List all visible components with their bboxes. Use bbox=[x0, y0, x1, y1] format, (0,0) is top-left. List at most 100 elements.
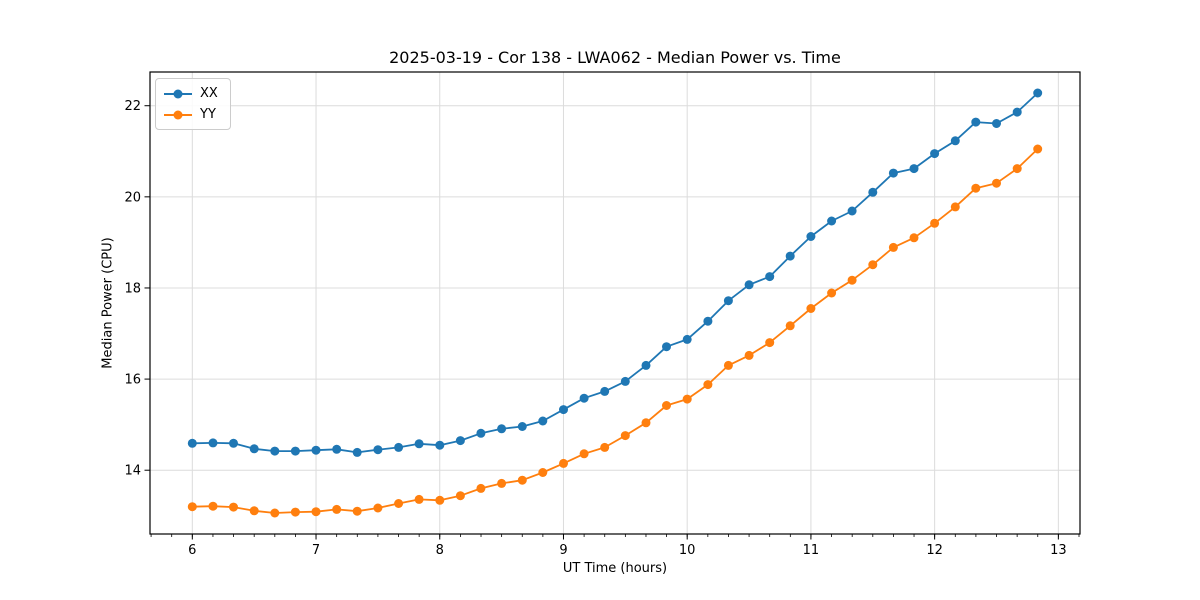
axes-spines bbox=[149, 71, 1081, 535]
data-point-yy bbox=[249, 506, 259, 516]
data-point-yy bbox=[662, 401, 671, 410]
chart-title: 2025-03-19 - Cor 138 - LWA062 - Median P… bbox=[389, 48, 841, 67]
data-point-xx bbox=[971, 117, 981, 127]
data-point-xx bbox=[187, 438, 197, 448]
data-point-yy bbox=[806, 304, 816, 313]
data-point-yy bbox=[476, 483, 486, 493]
x-tick-label: 8 bbox=[436, 543, 444, 558]
data-point-xx bbox=[744, 280, 754, 290]
y-axis-label: Median Power (CPU) bbox=[100, 237, 116, 369]
data-point-xx bbox=[373, 445, 383, 455]
data-point-xx bbox=[682, 334, 692, 344]
data-point-yy bbox=[847, 275, 857, 285]
data-point-yy bbox=[950, 202, 960, 212]
data-point-xx bbox=[455, 436, 465, 446]
data-point-yy bbox=[744, 350, 754, 360]
series-line-yy bbox=[192, 148, 1039, 514]
data-point-xx bbox=[517, 422, 527, 431]
data-point-xx bbox=[270, 446, 280, 456]
data-point-yy bbox=[600, 442, 610, 452]
data-point-xx bbox=[394, 442, 404, 452]
legend-label: XX bbox=[200, 86, 218, 101]
data-point-xx bbox=[868, 187, 878, 197]
series-line-xx bbox=[192, 92, 1039, 454]
data-point-xx bbox=[249, 444, 259, 454]
data-point-xx bbox=[620, 376, 630, 386]
y-tick-label: 18 bbox=[124, 281, 141, 296]
data-point-xx bbox=[600, 386, 610, 396]
data-point-xx bbox=[311, 445, 321, 455]
data-point-yy bbox=[290, 507, 300, 517]
data-point-xx bbox=[827, 216, 837, 226]
data-point-xx bbox=[579, 393, 589, 403]
data-point-xx bbox=[1033, 88, 1043, 98]
data-point-yy bbox=[435, 495, 445, 505]
y-tick-label: 22 bbox=[124, 99, 141, 114]
legend-entry-xx: XX bbox=[164, 84, 218, 103]
data-point-xx bbox=[765, 272, 775, 282]
y-tick-label: 16 bbox=[124, 373, 141, 388]
x-tick-label: 12 bbox=[926, 543, 943, 558]
legend-line-marker-icon bbox=[164, 89, 192, 98]
data-point-xx bbox=[992, 119, 1001, 128]
legend-label: YY bbox=[200, 107, 216, 122]
x-tick-label: 6 bbox=[188, 543, 196, 558]
data-point-yy bbox=[270, 508, 280, 518]
data-point-xx bbox=[950, 136, 960, 146]
x-tick-label: 13 bbox=[1050, 543, 1067, 558]
data-point-xx bbox=[847, 206, 857, 216]
data-point-yy bbox=[765, 338, 775, 348]
data-point-yy bbox=[352, 506, 362, 516]
data-point-yy bbox=[703, 380, 713, 390]
x-axis-label: UT Time (hours) bbox=[562, 561, 668, 576]
data-point-yy bbox=[187, 502, 197, 512]
legend: XX YY bbox=[155, 78, 231, 130]
data-point-xx bbox=[806, 232, 816, 241]
data-point-yy bbox=[538, 468, 548, 477]
data-point-yy bbox=[455, 491, 465, 501]
data-point-xx bbox=[435, 440, 445, 450]
data-point-yy bbox=[579, 449, 589, 459]
data-point-yy bbox=[517, 475, 527, 485]
data-point-yy bbox=[373, 503, 383, 513]
data-point-xx bbox=[785, 251, 795, 261]
data-point-xx bbox=[662, 342, 671, 352]
x-tick-label: 11 bbox=[803, 543, 820, 558]
data-point-yy bbox=[229, 502, 238, 512]
data-point-xx bbox=[208, 438, 218, 448]
data-point-yy bbox=[930, 218, 940, 228]
data-point-xx bbox=[352, 447, 362, 457]
data-point-yy bbox=[971, 183, 981, 193]
data-point-yy bbox=[394, 499, 404, 508]
data-point-xx bbox=[414, 439, 424, 449]
data-point-xx bbox=[641, 360, 651, 370]
data-point-yy bbox=[311, 507, 321, 517]
data-point-yy bbox=[909, 233, 919, 243]
data-point-yy bbox=[868, 260, 878, 270]
data-point-yy bbox=[1012, 164, 1022, 174]
data-point-yy bbox=[827, 288, 837, 298]
x-tick-label: 10 bbox=[679, 543, 696, 558]
data-point-xx bbox=[476, 428, 486, 438]
data-point-xx bbox=[888, 168, 898, 178]
data-point-yy bbox=[888, 242, 898, 252]
data-point-yy bbox=[414, 494, 424, 504]
data-point-yy bbox=[208, 501, 218, 511]
x-tick-label: 7 bbox=[312, 543, 320, 558]
data-point-xx bbox=[703, 316, 713, 326]
data-point-xx bbox=[229, 438, 238, 448]
data-point-xx bbox=[909, 164, 919, 174]
data-point-xx bbox=[290, 446, 300, 456]
data-point-xx bbox=[723, 296, 733, 306]
data-point-yy bbox=[682, 394, 692, 404]
data-point-yy bbox=[1033, 144, 1043, 154]
data-point-xx bbox=[332, 444, 342, 454]
x-tick-label: 9 bbox=[559, 543, 567, 558]
data-point-yy bbox=[559, 458, 568, 468]
data-point-xx bbox=[559, 405, 568, 415]
legend-line-marker-icon bbox=[164, 110, 192, 119]
data-point-yy bbox=[620, 431, 630, 441]
data-point-xx bbox=[497, 424, 507, 434]
